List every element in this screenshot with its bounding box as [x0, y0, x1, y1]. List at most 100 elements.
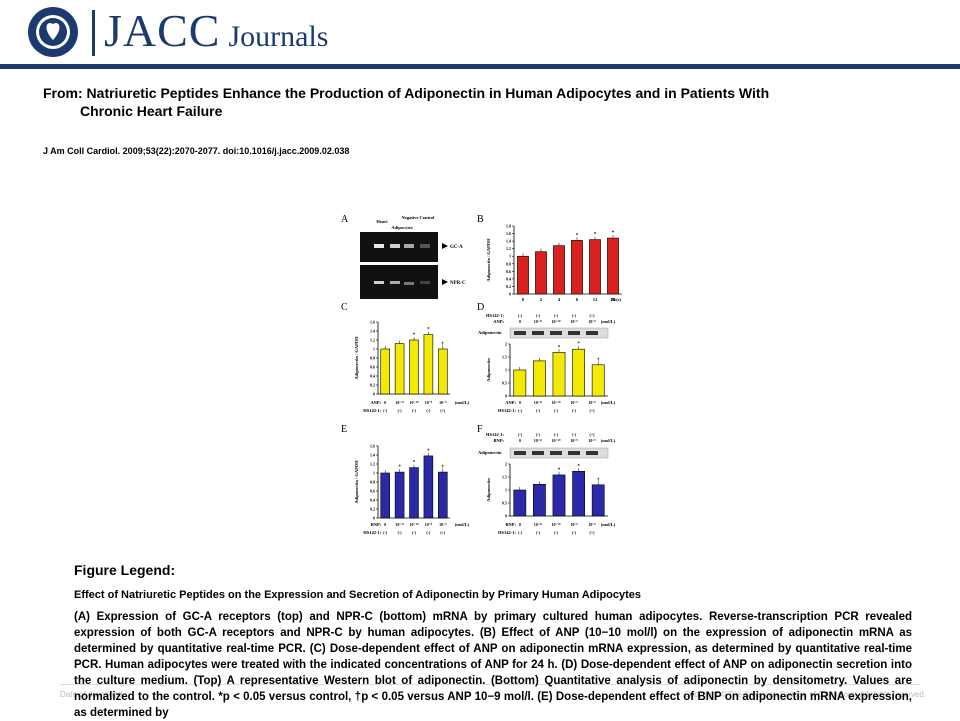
row-label: ANP:: [370, 400, 381, 405]
significance-mark: *: [577, 464, 580, 469]
y-tick-label: 1.8: [506, 224, 511, 229]
legend-body: (A) Expression of GC-A receptors (top) a…: [74, 611, 912, 719]
dose-tick-label: 10⁻⁹: [425, 522, 433, 527]
significance-mark: *: [576, 233, 579, 238]
gel-band: [374, 281, 384, 284]
significance-mark: *: [398, 465, 401, 470]
gel-lane-label: Heart: [376, 219, 388, 224]
blot-band: [568, 451, 580, 455]
y-axis-title: Adiponectin / GAPDH: [354, 336, 359, 380]
dose-tick-label: 10⁻⁹: [570, 400, 578, 405]
row-label: HS142-1:: [363, 530, 382, 535]
hs-tick-label: (-): [554, 313, 559, 318]
y-tick-label: 1.6: [370, 444, 375, 449]
y-tick-label: 0.4: [370, 498, 375, 503]
legend-heading: Figure Legend:: [74, 562, 176, 578]
panel-label-d: D: [477, 302, 484, 313]
bar: [517, 255, 529, 295]
hs-tick-label: (-): [412, 530, 417, 535]
gel-lane-label: Negative Control: [402, 215, 436, 220]
dose-tick-label: 10⁻⁹: [588, 319, 596, 324]
jacc-journals-logo[interactable]: JACC Journals: [104, 5, 329, 56]
y-tick-label: 0: [505, 394, 507, 399]
row-label: HS142-1:: [486, 313, 505, 318]
y-tick-label: 1: [505, 368, 507, 373]
hs-tick-label: (-): [554, 530, 559, 535]
y-tick-label: 0.6: [370, 365, 375, 370]
dose-tick-label: 10⁻¹¹: [534, 522, 543, 527]
y-tick-label: 1: [373, 471, 375, 476]
y-tick-label: 1.2: [506, 246, 511, 251]
dose-tick-label: 0: [519, 400, 521, 405]
panel-label-c: C: [341, 302, 348, 313]
significance-mark: †: [442, 465, 445, 470]
y-tick-label: 0.5: [502, 381, 507, 386]
bar: [394, 471, 405, 519]
x-tick-label: 0: [522, 297, 525, 302]
bar: [589, 239, 601, 295]
y-tick-label: 1: [509, 254, 511, 259]
y-tick-label: 2: [505, 462, 507, 467]
y-tick-label: 0.4: [370, 374, 375, 379]
dose-tick-label: 10⁻¹¹: [534, 400, 543, 405]
significance-mark: †: [597, 358, 600, 363]
blot-band: [550, 331, 562, 335]
y-tick-label: 1.4: [370, 453, 375, 458]
hs-tick-label: (-): [536, 432, 541, 437]
hs-tick-label: (-): [572, 530, 577, 535]
blot-band: [586, 451, 598, 455]
gel-band-label: NPR-C: [450, 281, 466, 286]
bar: [553, 245, 565, 295]
bar: [571, 240, 583, 295]
blot-band: [532, 451, 544, 455]
bar: [380, 348, 390, 395]
dose-tick-label: 10⁻⁹: [439, 522, 447, 527]
blot-label: Adiponectin: [478, 450, 502, 455]
row-label: HS142-1:: [498, 530, 517, 535]
dose-tick-label: 10⁻¹⁰: [410, 522, 419, 527]
x-tick-label: 4: [558, 297, 561, 302]
y-tick-label: 0.4: [506, 276, 511, 281]
y-tick-label: 0.2: [506, 284, 511, 289]
hs-tick-label: (+): [590, 408, 596, 413]
hs-tick-label: (-): [536, 408, 541, 413]
gel-band: [420, 244, 430, 248]
dose-tick-label: 10⁻⁹: [588, 438, 596, 443]
y-tick-label: 0: [373, 392, 375, 397]
hs-tick-label: (-): [554, 432, 559, 437]
dose-tick-label: 10⁻¹¹: [395, 400, 404, 405]
hs-tick-label: (+): [590, 530, 596, 535]
dose-tick-label: 0: [519, 522, 521, 527]
unit-label: (mol/L): [601, 400, 616, 405]
significance-mark: *: [594, 233, 597, 238]
unit-label: (mol/L): [455, 522, 470, 527]
y-axis-title: Adiponectin: [486, 358, 491, 382]
bar: [438, 471, 448, 519]
blot-band: [586, 331, 598, 335]
x-tick-label: 6: [576, 297, 579, 302]
hs-tick-label: (-): [383, 408, 388, 413]
blot-band: [514, 331, 526, 335]
figure-image: A B C D E F Heart Adipocytes Negative Control GC-…: [338, 210, 624, 544]
y-tick-label: 0: [509, 292, 511, 297]
hs-tick-label: (+): [590, 432, 596, 437]
y-tick-label: 0.8: [370, 480, 375, 485]
gel-lane-label: Adipocytes: [391, 225, 412, 230]
gel-band: [404, 244, 414, 248]
y-tick-label: 1.2: [370, 462, 375, 467]
dose-tick-label: 10⁻¹⁰: [552, 319, 561, 324]
y-tick-label: 2: [505, 342, 507, 347]
gel-band: [390, 281, 400, 284]
x-tick-label: 2: [540, 297, 543, 302]
y-axis-title: Adiponectin: [486, 478, 491, 502]
bar: [409, 339, 419, 395]
bar: [394, 343, 405, 395]
hs-tick-label: (-): [518, 432, 523, 437]
footer-date: Date of download:: [60, 690, 125, 699]
footer-rule: [60, 684, 920, 685]
hs-tick-label: (-): [518, 313, 523, 318]
row-label: HS142-1:: [486, 432, 505, 437]
bar: [423, 455, 434, 519]
row-label: BNP:: [494, 438, 505, 443]
bar: [380, 472, 390, 519]
